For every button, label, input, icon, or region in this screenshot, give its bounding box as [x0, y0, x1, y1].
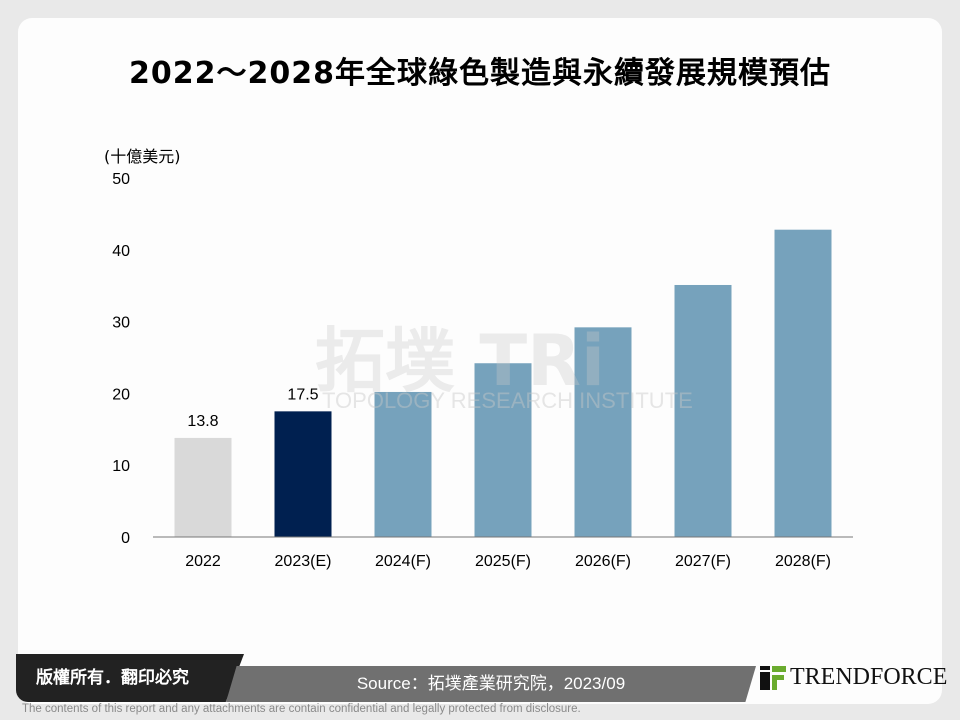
bar-2027(F)	[674, 284, 732, 537]
source-banner: Source：拓墣產業研究院，2023/09	[226, 666, 756, 702]
y-axis-label: (十億美元)	[104, 147, 181, 166]
y-tick-label: 0	[121, 530, 130, 547]
copyright-banner: 版權所有．翻印必究	[16, 654, 244, 702]
trendforce-logo: TRENDFORCE	[760, 664, 947, 691]
chart-title: 2022～2028年全球綠色製造與永續發展規模預估	[129, 56, 831, 91]
x-tick-label: 2022	[185, 553, 221, 570]
data-label: 13.8	[187, 413, 218, 430]
y-tick-label: 50	[112, 171, 130, 188]
x-tick-label: 2023(E)	[275, 553, 332, 570]
trendforce-logo-text: TRENDFORCE	[790, 664, 948, 690]
trendforce-logo-icon	[760, 665, 786, 690]
x-tick-label: 2024(F)	[375, 553, 431, 570]
bar-2026(F)	[574, 327, 632, 537]
x-tick-label: 2025(F)	[475, 553, 531, 570]
y-tick-label: 40	[112, 243, 130, 260]
y-tick-label: 20	[112, 386, 130, 403]
bar-2022	[174, 437, 232, 537]
bar-2028(F)	[774, 229, 832, 538]
data-label: 17.5	[287, 386, 318, 403]
bar-2024(F)	[374, 391, 432, 537]
bar-2023(E)	[274, 411, 332, 537]
x-tick-label: 2027(F)	[675, 553, 731, 570]
y-tick-label: 30	[112, 315, 130, 332]
x-tick-label: 2028(F)	[775, 553, 831, 570]
x-tick-label: 2026(F)	[575, 553, 631, 570]
y-tick-label: 10	[112, 458, 130, 475]
bar-2025(F)	[474, 363, 532, 537]
disclaimer: The contents of this report and any atta…	[22, 703, 581, 715]
